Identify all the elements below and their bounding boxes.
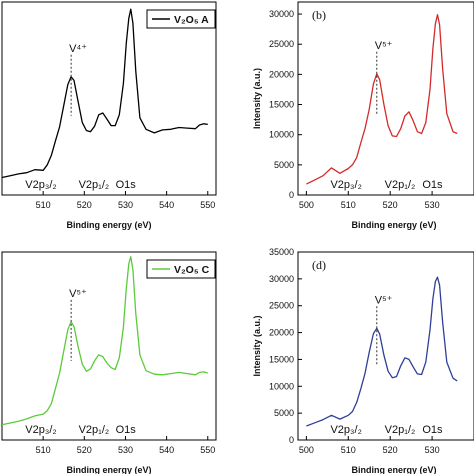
y-tick-label: 20000 [269, 328, 294, 338]
x-tick-label: 520 [77, 200, 92, 210]
x-axis-title: Binding energy (eV) [351, 220, 436, 230]
plot-frame [297, 1, 474, 196]
peak-assignment-label: V2p₁/₂ [385, 179, 416, 191]
y-tick-label: 10000 [269, 130, 294, 140]
peak-label: V⁴⁺ [69, 43, 87, 55]
peak-assignment-label: O1s [422, 179, 443, 191]
y-axis-title: Intensity (a.u.) [252, 68, 262, 129]
panel-label: (d) [312, 258, 326, 272]
x-tick-label: 540 [159, 200, 174, 210]
x-tick-label: 530 [425, 200, 440, 210]
x-tick-label: 520 [383, 445, 398, 455]
y-tick-label: 5000 [274, 160, 294, 170]
x-tick-label: 540 [159, 445, 174, 455]
peak-assignment-label: O1s [422, 424, 443, 436]
panel-label: (b) [312, 8, 326, 22]
y-tick-label: 10000 [269, 381, 294, 391]
x-tick-label: 510 [36, 200, 51, 210]
y-tick-label: 5000 [274, 408, 294, 418]
legend-label: V₂O₅ C [174, 264, 210, 276]
plot-frame [1, 1, 217, 196]
x-axis-title: Binding energy (eV) [66, 465, 151, 474]
series-line [1, 8, 208, 179]
peak-assignment-label: V2p₃/₂ [330, 179, 361, 191]
x-axis-title: Binding energy (eV) [66, 220, 151, 230]
x-tick-label: 510 [341, 200, 356, 210]
legend-box [146, 9, 216, 29]
y-tick-label: 0 [289, 190, 294, 200]
legend-box [146, 259, 216, 279]
series-line [1, 256, 208, 426]
y-tick-label: 35000 [269, 247, 294, 257]
peak-assignment-label: V2p₁/₂ [79, 424, 110, 436]
panel-1: 510 520 530 540 550 Binding energy (eV) V⁴⁺ V2p… [1, 1, 217, 230]
plot-frame [297, 251, 474, 441]
x-tick-label: 530 [425, 445, 440, 455]
y-tick-label: 25000 [269, 301, 294, 311]
peak-assignment-label: O1s [116, 424, 137, 436]
x-tick-label: 550 [200, 445, 215, 455]
series-line [306, 276, 458, 427]
x-tick-label: 550 [200, 200, 215, 210]
x-tick-label: 510 [36, 445, 51, 455]
y-tick-label: 30000 [269, 274, 294, 284]
x-tick-label: 530 [118, 200, 133, 210]
x-tick-label: 520 [383, 200, 398, 210]
peak-assignment-label: O1s [116, 179, 137, 191]
y-tick-label: 20000 [269, 69, 294, 79]
peak-label: V⁵⁺ [375, 40, 393, 52]
x-tick-label: 520 [77, 445, 92, 455]
panel-4: 500 510 520 530 0 5000 10000 15000 20000 25000 300… [252, 247, 474, 474]
x-tick-label: 530 [118, 445, 133, 455]
series-line [306, 14, 458, 185]
x-tick-label: 500 [299, 200, 314, 210]
peak-label: V⁵⁺ [69, 288, 87, 300]
y-tick-label: 30000 [269, 9, 294, 19]
peak-assignment-label: V2p₁/₂ [385, 424, 416, 436]
peak-assignment-label: V2p₃/₂ [25, 424, 56, 436]
y-tick-label: 0 [289, 435, 294, 445]
x-axis-title: Binding energy (eV) [351, 465, 436, 474]
x-tick-label: 500 [299, 445, 314, 455]
peak-assignment-label: V2p₃/₂ [25, 179, 56, 191]
y-tick-label: 15000 [269, 354, 294, 364]
y-tick-label: 25000 [269, 39, 294, 49]
y-tick-label: 15000 [269, 100, 294, 110]
plot-frame [1, 251, 217, 441]
y-axis-title: Intensity (a.u.) [252, 315, 262, 376]
legend-label: V₂O₅ A [174, 14, 209, 26]
panel-3: 510 520 530 540 550 Binding energy (eV) V⁵⁺ V2p… [1, 251, 217, 474]
panel-2: 500 510 520 530 0 5000 10000 15000 20000 25000 300… [252, 1, 474, 230]
peak-assignment-label: V2p₃/₂ [330, 424, 361, 436]
peak-assignment-label: V2p₁/₂ [79, 179, 110, 191]
peak-label: V⁵⁺ [375, 294, 393, 306]
x-tick-label: 510 [341, 445, 356, 455]
